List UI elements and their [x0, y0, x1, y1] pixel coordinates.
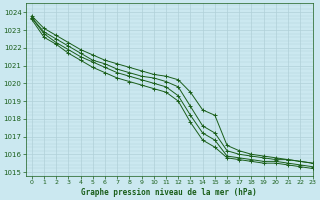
X-axis label: Graphe pression niveau de la mer (hPa): Graphe pression niveau de la mer (hPa) [81, 188, 257, 197]
